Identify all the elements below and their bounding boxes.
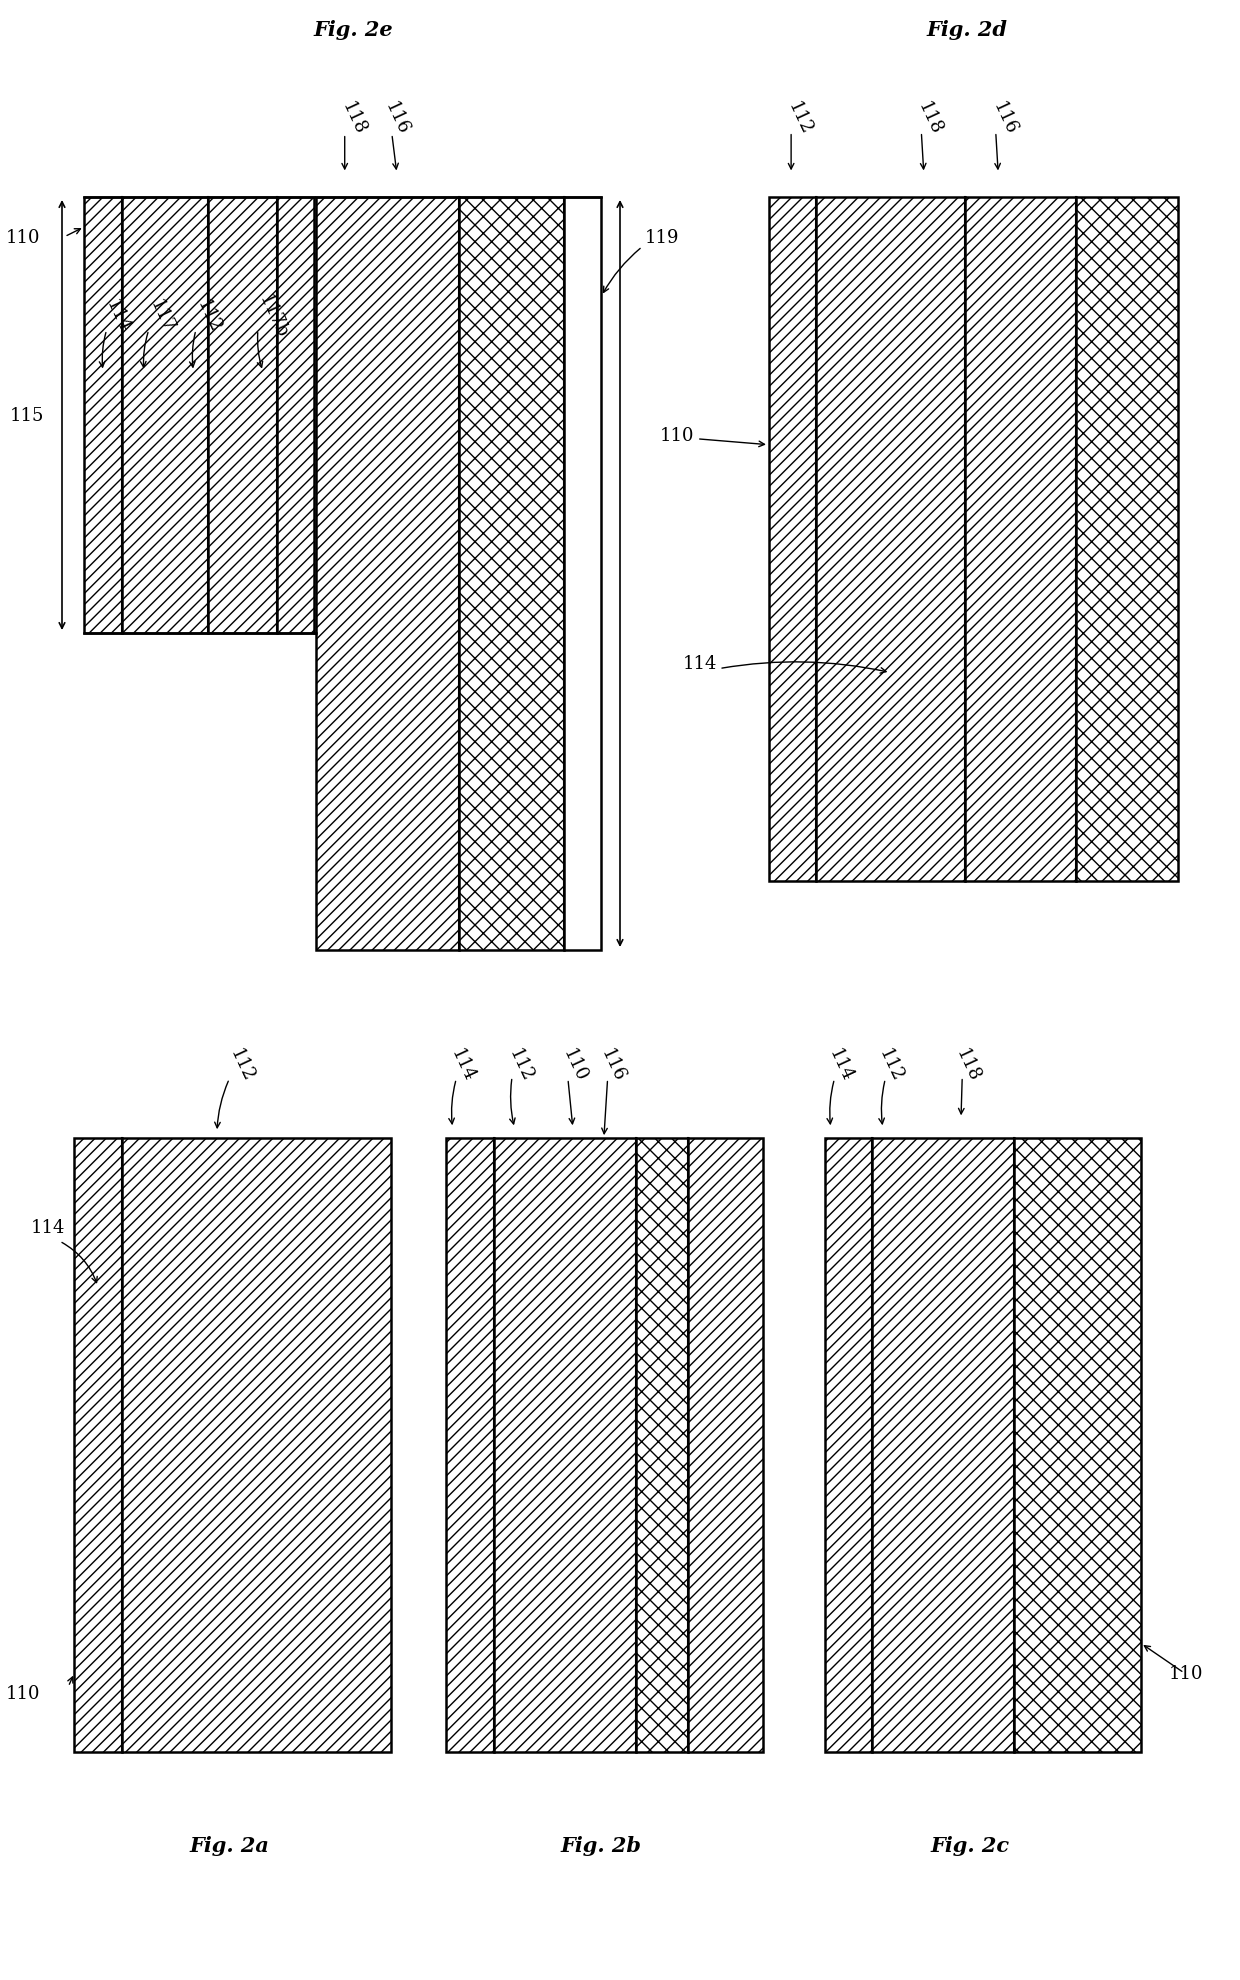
Bar (208, 198, 277, 634)
Text: 112: 112 (193, 297, 223, 337)
Text: 114: 114 (826, 1045, 856, 1085)
Bar (84, 198, 122, 634)
Text: 110: 110 (559, 1045, 589, 1085)
Text: 117: 117 (146, 297, 176, 337)
Bar (446, 1138, 494, 1752)
Text: Fig. 2e: Fig. 2e (314, 20, 393, 40)
Bar (1014, 1138, 1141, 1752)
Text: Fig. 2a: Fig. 2a (190, 1835, 269, 1855)
Bar (459, 198, 564, 950)
Text: 116: 116 (598, 1045, 627, 1085)
Bar (636, 1138, 688, 1752)
Text: 110: 110 (6, 1683, 41, 1703)
Text: 117b: 117b (255, 293, 290, 341)
Text: 118: 118 (952, 1045, 982, 1085)
Text: 112: 112 (785, 99, 815, 139)
Text: 110: 110 (6, 228, 41, 248)
Text: 118: 118 (915, 99, 945, 139)
Bar (277, 198, 314, 634)
Text: 114: 114 (103, 297, 133, 337)
Bar (769, 198, 816, 881)
Text: 115: 115 (10, 406, 45, 426)
Text: 114: 114 (682, 653, 717, 673)
Bar (494, 1138, 636, 1752)
Text: 114: 114 (448, 1045, 477, 1085)
Bar (872, 1138, 1014, 1752)
Text: 116: 116 (382, 99, 412, 139)
Text: 110: 110 (660, 426, 694, 446)
Text: Fig. 2c: Fig. 2c (930, 1835, 1009, 1855)
Text: 112: 112 (227, 1045, 257, 1085)
Bar (688, 1138, 763, 1752)
Bar (564, 198, 601, 950)
Bar (316, 198, 459, 950)
Text: 114: 114 (31, 1218, 66, 1238)
Bar (122, 1138, 391, 1752)
Bar (1076, 198, 1178, 881)
Text: 116: 116 (990, 99, 1019, 139)
Text: 112: 112 (506, 1045, 536, 1085)
Text: 119: 119 (645, 228, 680, 248)
Text: 112: 112 (875, 1045, 905, 1085)
Bar (825, 1138, 872, 1752)
Bar (816, 198, 965, 881)
Bar (965, 198, 1076, 881)
Text: 110: 110 (1168, 1663, 1203, 1683)
Text: Fig. 2d: Fig. 2d (926, 20, 1008, 40)
Bar (122, 198, 208, 634)
Bar (74, 1138, 122, 1752)
Text: Fig. 2b: Fig. 2b (560, 1835, 642, 1855)
Text: 118: 118 (339, 99, 368, 139)
